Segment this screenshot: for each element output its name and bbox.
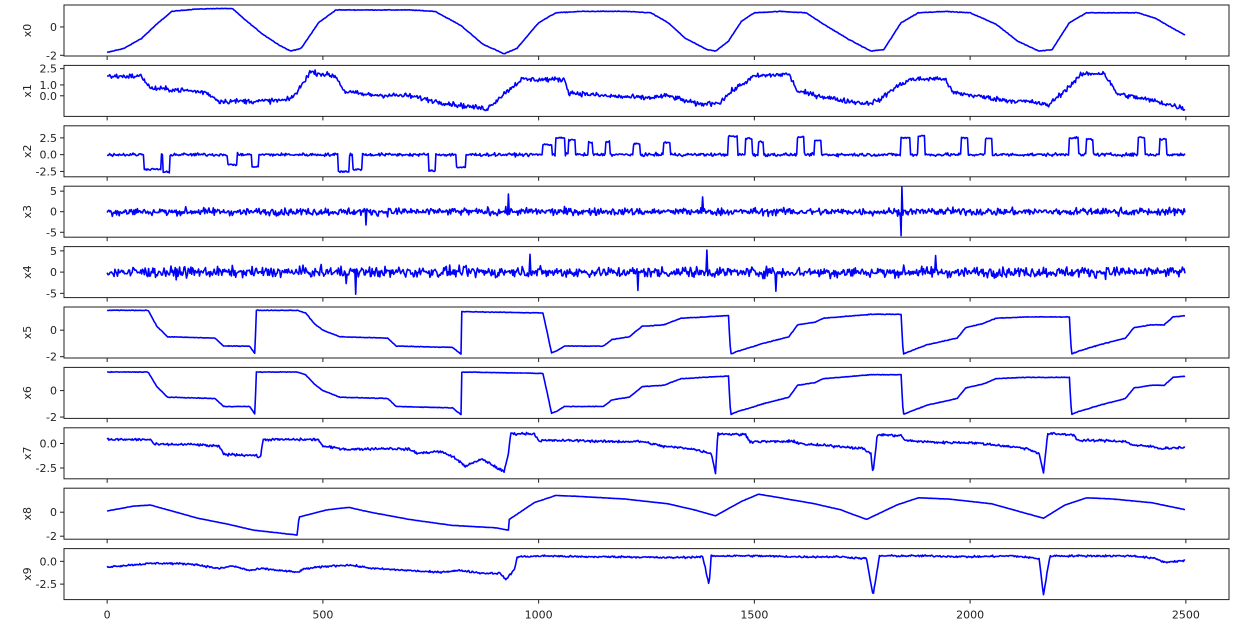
x-tick-label: 2000 xyxy=(956,609,984,622)
series-line-x8 xyxy=(106,493,1185,536)
y-tick-label: 0 xyxy=(50,506,57,519)
axes-frame xyxy=(63,64,1230,117)
x-tick-label: 1000 xyxy=(525,609,553,622)
y-tick-label: -2.5 xyxy=(36,578,57,591)
y-tick-label: 0 xyxy=(50,266,57,279)
axes-frame xyxy=(63,548,1230,601)
y-tick-label: 0 xyxy=(50,385,57,398)
x-tick-label: 500 xyxy=(312,609,333,622)
y-axis-label: x5 xyxy=(21,326,34,340)
y-tick-label: 0 xyxy=(50,21,57,34)
y-tick-label: 2.5 xyxy=(40,132,58,145)
y-axis-label: x8 xyxy=(21,507,34,521)
series-line-x1 xyxy=(106,69,1186,112)
series-line-x6 xyxy=(107,370,1186,416)
y-tick-label: 0 xyxy=(50,324,57,337)
series-line-x3 xyxy=(106,186,1186,237)
y-axis-label: x0 xyxy=(21,24,34,38)
subplot-x9: -2.5 0.0 x9 0 500 1000 1500 2000 2500 xyxy=(21,548,1230,622)
y-tick-label: 0.0 xyxy=(40,555,58,568)
y-axis-label: x4 xyxy=(21,265,34,279)
series-line-x4 xyxy=(106,249,1186,295)
y-tick-label: 0.0 xyxy=(40,149,58,162)
subplot-x3: -5 0 5 x3 xyxy=(21,185,1230,242)
y-tick-label: -5 xyxy=(46,287,57,300)
subplot-x6: -2 0 x6 xyxy=(21,366,1230,424)
axes-frame xyxy=(63,125,1230,178)
y-tick-label: 0 xyxy=(50,206,57,219)
axes-frame xyxy=(63,487,1230,540)
x-tick-label: 1500 xyxy=(740,609,768,622)
y-tick-label: 5 xyxy=(50,185,57,198)
subplot-x7: -2.5 0.0 x7 xyxy=(21,427,1230,483)
axes-frame xyxy=(63,306,1230,359)
y-axis-label: x1 xyxy=(21,84,34,98)
y-axis-label: x9 xyxy=(21,567,34,581)
x-tick-label: 0 xyxy=(104,609,111,622)
y-tick-label: 2.5 xyxy=(40,63,58,76)
y-tick-label: -2.5 xyxy=(36,165,57,178)
series-line-x7 xyxy=(106,431,1186,475)
y-tick-label: -2.5 xyxy=(36,462,57,475)
y-tick-label: -2 xyxy=(46,411,57,424)
axes-frame xyxy=(63,4,1230,57)
y-tick-label: -2 xyxy=(46,530,57,543)
subplot-x0: -2 0 x0 xyxy=(21,4,1230,62)
y-axis-label: x2 xyxy=(21,145,34,159)
subplot-x1: 0.01.0 2.5 x1 xyxy=(21,63,1230,121)
axes-frame xyxy=(63,366,1230,419)
y-tick-label: 5 xyxy=(50,245,57,258)
axes-frame xyxy=(63,427,1230,480)
subplot-x8: -2 0 x8 xyxy=(21,487,1230,544)
series-line-x5 xyxy=(106,309,1186,355)
y-tick-label: -2 xyxy=(46,351,57,364)
y-tick-label: -5 xyxy=(46,226,57,239)
y-axis-label: x7 xyxy=(21,447,34,461)
series-line-x9 xyxy=(106,554,1186,596)
series-line-x0 xyxy=(106,7,1186,55)
y-tick-label: -2 xyxy=(46,49,57,62)
series-line-x2 xyxy=(106,134,1186,174)
subplot-x5: -2 0 x5 xyxy=(21,306,1230,364)
y-tick-label: 0.0 xyxy=(40,90,58,103)
y-tick-label: 0.0 xyxy=(40,437,58,450)
x-tick-label: 2500 xyxy=(1172,609,1200,622)
y-tick-label: 1.0 xyxy=(40,79,58,92)
subplot-x4: -5 0 5 x4 xyxy=(21,245,1230,302)
y-axis-label: x3 xyxy=(21,205,34,219)
y-axis-label: x6 xyxy=(21,386,34,400)
subplot-x2: -2.5 0.0 2.5 x2 xyxy=(21,125,1230,181)
